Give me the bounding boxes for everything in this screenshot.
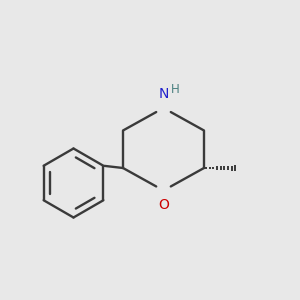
Text: N: N — [158, 86, 169, 100]
Text: O: O — [158, 198, 169, 212]
Text: H: H — [170, 83, 179, 96]
